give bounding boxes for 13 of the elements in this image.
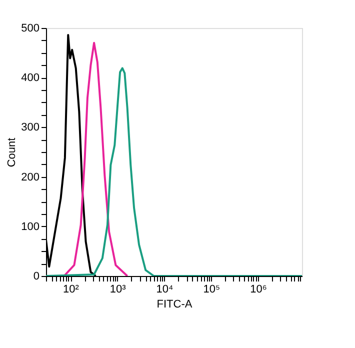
- x-tick-label: 10⁶: [250, 284, 267, 296]
- y-tick-label: 500: [21, 22, 40, 34]
- y-tick-label: 200: [21, 171, 40, 184]
- x-tick-label: 10⁴: [156, 284, 174, 296]
- y-tick-label: 100: [21, 220, 40, 233]
- y-tick-label: 0: [33, 270, 40, 282]
- x-axis-title: FITC-A: [156, 298, 193, 310]
- y-axis-title: Count: [6, 138, 18, 168]
- x-tick-label: 10²: [63, 284, 80, 296]
- x-tick-label: 10⁵: [203, 284, 220, 296]
- y-tick-label: 300: [21, 122, 40, 134]
- x-tick-label: 10³: [110, 284, 126, 296]
- y-tick-label: 400: [21, 72, 40, 84]
